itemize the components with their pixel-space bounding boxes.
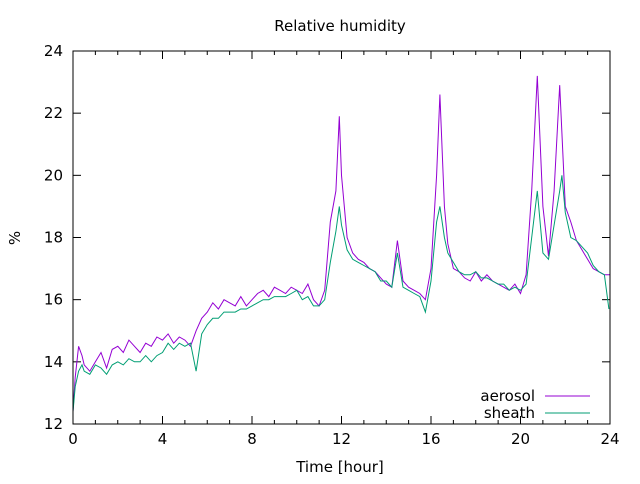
y-axis-label: % [6, 231, 24, 245]
series-line-aerosol [72, 75, 610, 412]
x-tick-label: 24 [600, 430, 619, 448]
series-line-sheath [72, 175, 610, 412]
x-tick-label: 16 [421, 430, 440, 448]
y-tick-label: 18 [44, 229, 63, 247]
y-tick-label: 16 [44, 291, 63, 309]
x-tick-label: 12 [332, 430, 351, 448]
y-tick-label: 22 [44, 104, 63, 122]
plot-frame [72, 50, 611, 425]
legend-label-sheath: sheath [484, 404, 535, 422]
x-tick-label: 20 [511, 430, 530, 448]
y-tick-label: 20 [44, 166, 63, 184]
x-tick-label: 4 [158, 430, 168, 448]
y-tick-label: 14 [44, 353, 63, 371]
x-tick-label: 8 [247, 430, 257, 448]
y-tick-label: 12 [44, 415, 63, 433]
chart-title: Relative humidity [274, 17, 406, 35]
legend-label-aerosol: aerosol [480, 387, 535, 405]
x-tick-label: 0 [68, 430, 78, 448]
x-axis-label: Time [hour] [295, 458, 384, 476]
y-tick-label: 24 [44, 42, 63, 60]
